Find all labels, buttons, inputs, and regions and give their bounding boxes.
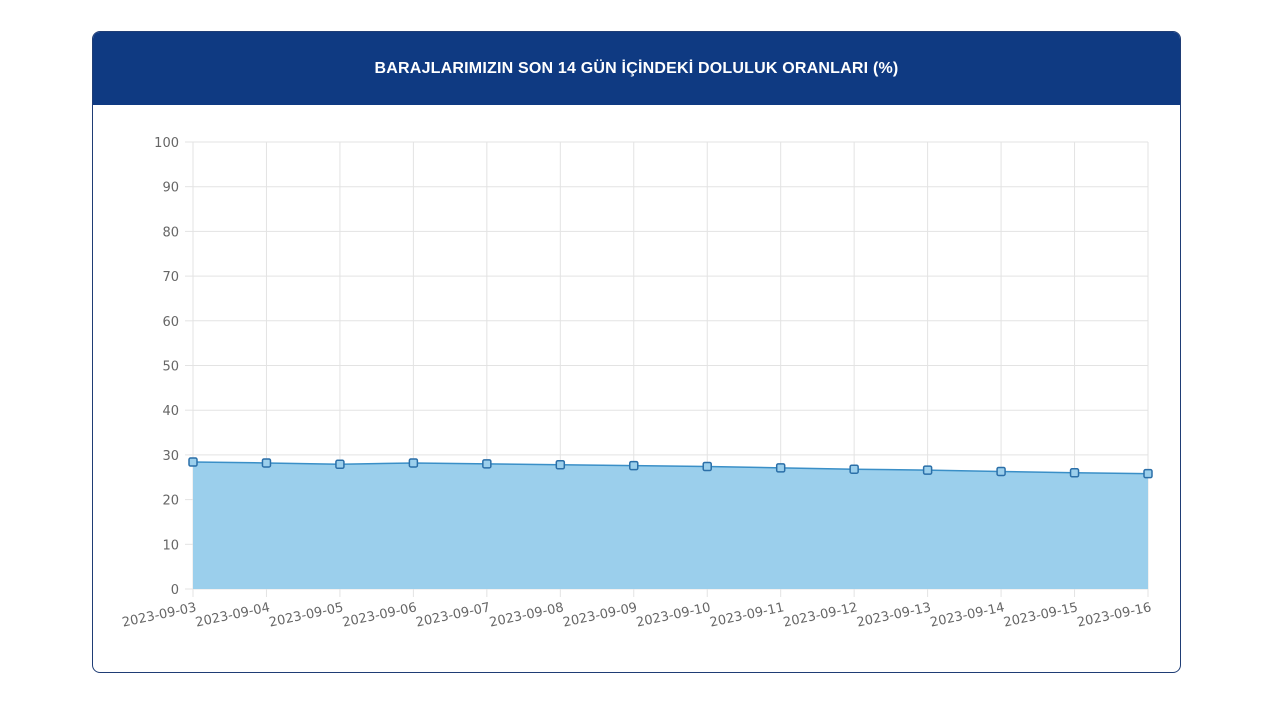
x-tick-label: 2023-09-10 (635, 600, 712, 630)
y-tick-label: 40 (162, 404, 179, 419)
data-point (1069, 468, 1080, 478)
y-tick-label: 30 (162, 449, 179, 464)
card-header: BARAJLARIMIZIN SON 14 GÜN İÇİNDEKİ DOLUL… (93, 32, 1180, 105)
data-point (188, 457, 198, 467)
data-point (996, 466, 1006, 477)
data-point (922, 465, 933, 475)
data-point (849, 464, 859, 474)
x-tick-label: 2023-09-16 (1076, 600, 1153, 630)
y-tick-label: 10 (162, 538, 179, 553)
x-tick-label: 2023-09-14 (929, 600, 1006, 630)
series-line (192, 461, 1149, 475)
y-tick-label: 90 (162, 181, 179, 196)
chart-title: BARAJLARIMIZIN SON 14 GÜN İÇİNDEKİ DOLUL… (374, 59, 899, 77)
data-point (482, 459, 492, 469)
data-point (261, 458, 272, 468)
y-tick-label: 0 (171, 583, 179, 598)
y-tick-label: 20 (162, 494, 179, 509)
x-tick-label: 2023-09-13 (855, 600, 932, 630)
x-tick-label: 2023-09-09 (562, 600, 639, 630)
x-tick-label: 2023-09-12 (782, 600, 859, 630)
data-point (702, 461, 712, 472)
x-tick-label: 2023-09-04 (194, 600, 271, 630)
x-tick-label: 2023-09-08 (488, 600, 565, 630)
y-tick-label: 80 (162, 225, 179, 240)
data-point (555, 459, 566, 470)
x-tick-label: 2023-09-06 (341, 600, 418, 630)
x-tick-label: 2023-09-03 (121, 600, 198, 630)
data-point (775, 463, 786, 473)
y-tick-label: 60 (162, 315, 179, 330)
data-point (1143, 468, 1153, 479)
y-tick-label: 100 (154, 136, 179, 151)
x-tick-label: 2023-09-15 (1002, 600, 1079, 630)
y-tick-label: 50 (162, 360, 179, 375)
data-point (629, 460, 639, 471)
data-point (408, 458, 419, 468)
x-tick-label: 2023-09-11 (708, 600, 785, 630)
series-area-fill (193, 462, 1148, 589)
data-point (335, 459, 345, 470)
x-tick-label: 2023-09-05 (268, 600, 345, 630)
x-tick-label: 2023-09-07 (415, 600, 492, 630)
y-tick-label: 70 (162, 270, 179, 285)
